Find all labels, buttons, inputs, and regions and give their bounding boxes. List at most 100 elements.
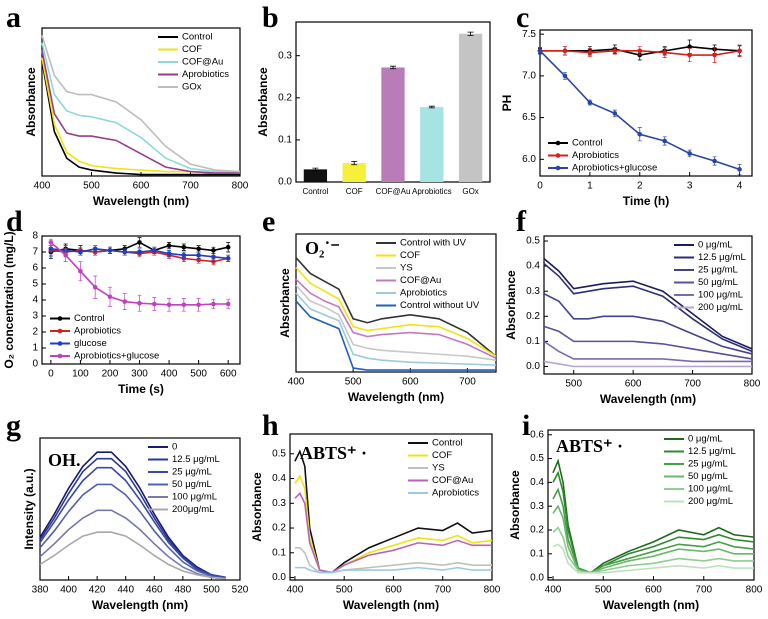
x-tick-label: 800 bbox=[232, 181, 249, 192]
series-line bbox=[39, 531, 226, 580]
legend-label: 100 μg/mL bbox=[698, 290, 743, 301]
data-point bbox=[211, 254, 216, 260]
data-point bbox=[637, 48, 643, 54]
y-tick-label: 0.0 bbox=[272, 572, 286, 583]
bar bbox=[458, 33, 483, 182]
x-tick-label: 500 bbox=[190, 369, 207, 380]
series-line bbox=[39, 509, 226, 580]
y-tick-label: 1 bbox=[32, 343, 38, 354]
bar bbox=[303, 169, 328, 182]
legend-marker bbox=[57, 316, 63, 321]
data-point bbox=[562, 48, 568, 54]
legend-label: Aprobiotics bbox=[400, 288, 447, 299]
data-point bbox=[92, 246, 98, 252]
legend-label: Aprobiotics bbox=[572, 150, 619, 161]
y-tick-label: 0.6 bbox=[530, 429, 544, 440]
legend-label: glucose bbox=[74, 338, 107, 349]
data-point bbox=[78, 268, 83, 274]
error-bar bbox=[467, 31, 474, 36]
y-axis-label: Intensity (a.u.) bbox=[22, 468, 36, 549]
x-tick-label: 600 bbox=[220, 369, 237, 380]
x-axis-label: Wavelength (nm) bbox=[92, 598, 188, 612]
x-axis-label: Wavelength (nm) bbox=[603, 598, 699, 612]
data-point bbox=[687, 52, 692, 58]
series-line bbox=[294, 492, 492, 574]
y-axis-label: O₂ concentration (mg/L) bbox=[2, 231, 16, 368]
y-tick-label: 0.4 bbox=[526, 261, 540, 272]
y-tick-label: 0.3 bbox=[278, 50, 292, 61]
legend-label: Control without UV bbox=[400, 300, 480, 311]
annotation: ABTS⁺ · bbox=[556, 436, 623, 456]
x-tick-label: 700 bbox=[182, 181, 199, 192]
data-point bbox=[612, 111, 618, 116]
series-line bbox=[294, 449, 493, 574]
panel-letter: d bbox=[6, 205, 23, 238]
x-tick-label: 440 bbox=[117, 585, 134, 596]
y-tick-label: 7.0 bbox=[522, 71, 536, 82]
error-bar bbox=[390, 65, 396, 70]
y-tick-label: 0.0 bbox=[526, 361, 540, 372]
data-point bbox=[712, 52, 717, 58]
legend-label: GOx bbox=[182, 82, 202, 93]
x-tick-label: 520 bbox=[232, 585, 249, 596]
plot-frame bbox=[543, 235, 753, 375]
series-line bbox=[543, 257, 753, 350]
error-bar bbox=[351, 160, 358, 166]
data-point bbox=[211, 301, 216, 307]
y-tick-label: 0.2 bbox=[530, 525, 544, 536]
y-tick-label: 0.1 bbox=[272, 547, 286, 558]
series-line bbox=[294, 566, 492, 574]
legend-label: 25 μg/mL bbox=[688, 459, 728, 470]
y-tick-label: 2 bbox=[32, 327, 38, 338]
series-line bbox=[295, 284, 497, 361]
legend-label: Aprobiotics+glucose bbox=[74, 351, 159, 362]
y-tick-label: 0.1 bbox=[278, 135, 292, 146]
x-tick-label: 0 bbox=[537, 181, 543, 192]
x-tick-label: 600 bbox=[385, 585, 402, 596]
series-line bbox=[543, 325, 753, 360]
x-tick-label: Aprobiotics bbox=[412, 187, 452, 196]
series-line bbox=[41, 35, 241, 173]
series-line bbox=[543, 360, 752, 368]
x-tick-label: 400 bbox=[545, 585, 562, 596]
y-tick-label: 4 bbox=[32, 295, 38, 306]
x-tick-label: 500 bbox=[565, 379, 582, 390]
data-point bbox=[151, 301, 157, 307]
legend-label: COF@Au bbox=[182, 57, 223, 68]
y-tick-label: 0.2 bbox=[272, 523, 286, 534]
y-tick-label: 0.4 bbox=[272, 473, 286, 484]
data-point bbox=[737, 48, 742, 54]
data-point bbox=[587, 100, 593, 105]
legend-marker bbox=[555, 140, 561, 146]
x-tick-label: 0 bbox=[48, 369, 54, 380]
y-tick-label: 8 bbox=[32, 231, 38, 242]
y-axis-label: Absorbance bbox=[278, 268, 292, 338]
panel-letter: a bbox=[6, 1, 21, 34]
legend-label: 100 μg/mL bbox=[172, 492, 217, 503]
x-tick-label: 400 bbox=[60, 585, 77, 596]
legend-label: Aprobiotics bbox=[74, 326, 121, 337]
data-point bbox=[78, 249, 83, 255]
data-point bbox=[137, 300, 142, 306]
plot-frame bbox=[295, 233, 497, 373]
series-line bbox=[295, 300, 496, 371]
data-point bbox=[225, 256, 231, 261]
legend-label: 12.5 μg/mL bbox=[688, 446, 736, 457]
series-line bbox=[39, 466, 226, 579]
x-tick-label: 100 bbox=[72, 369, 89, 380]
y-axis-label: Absorbance bbox=[504, 270, 518, 340]
legend-label: 25 μg/mL bbox=[698, 265, 738, 276]
series-line bbox=[543, 340, 752, 363]
y-axis-label: Absorbance bbox=[250, 472, 264, 542]
data-point bbox=[196, 257, 201, 263]
data-point bbox=[137, 240, 142, 245]
legend-label: 25 μg/mL bbox=[172, 467, 212, 478]
x-tick-label: 400 bbox=[288, 377, 305, 388]
series-line bbox=[552, 458, 755, 574]
legend-label: Aprobiotics bbox=[182, 69, 229, 80]
series-line bbox=[543, 292, 753, 355]
y-tick-label: 7.5 bbox=[522, 29, 536, 40]
plot-frame bbox=[547, 429, 755, 581]
x-tick-label: 600 bbox=[402, 377, 419, 388]
